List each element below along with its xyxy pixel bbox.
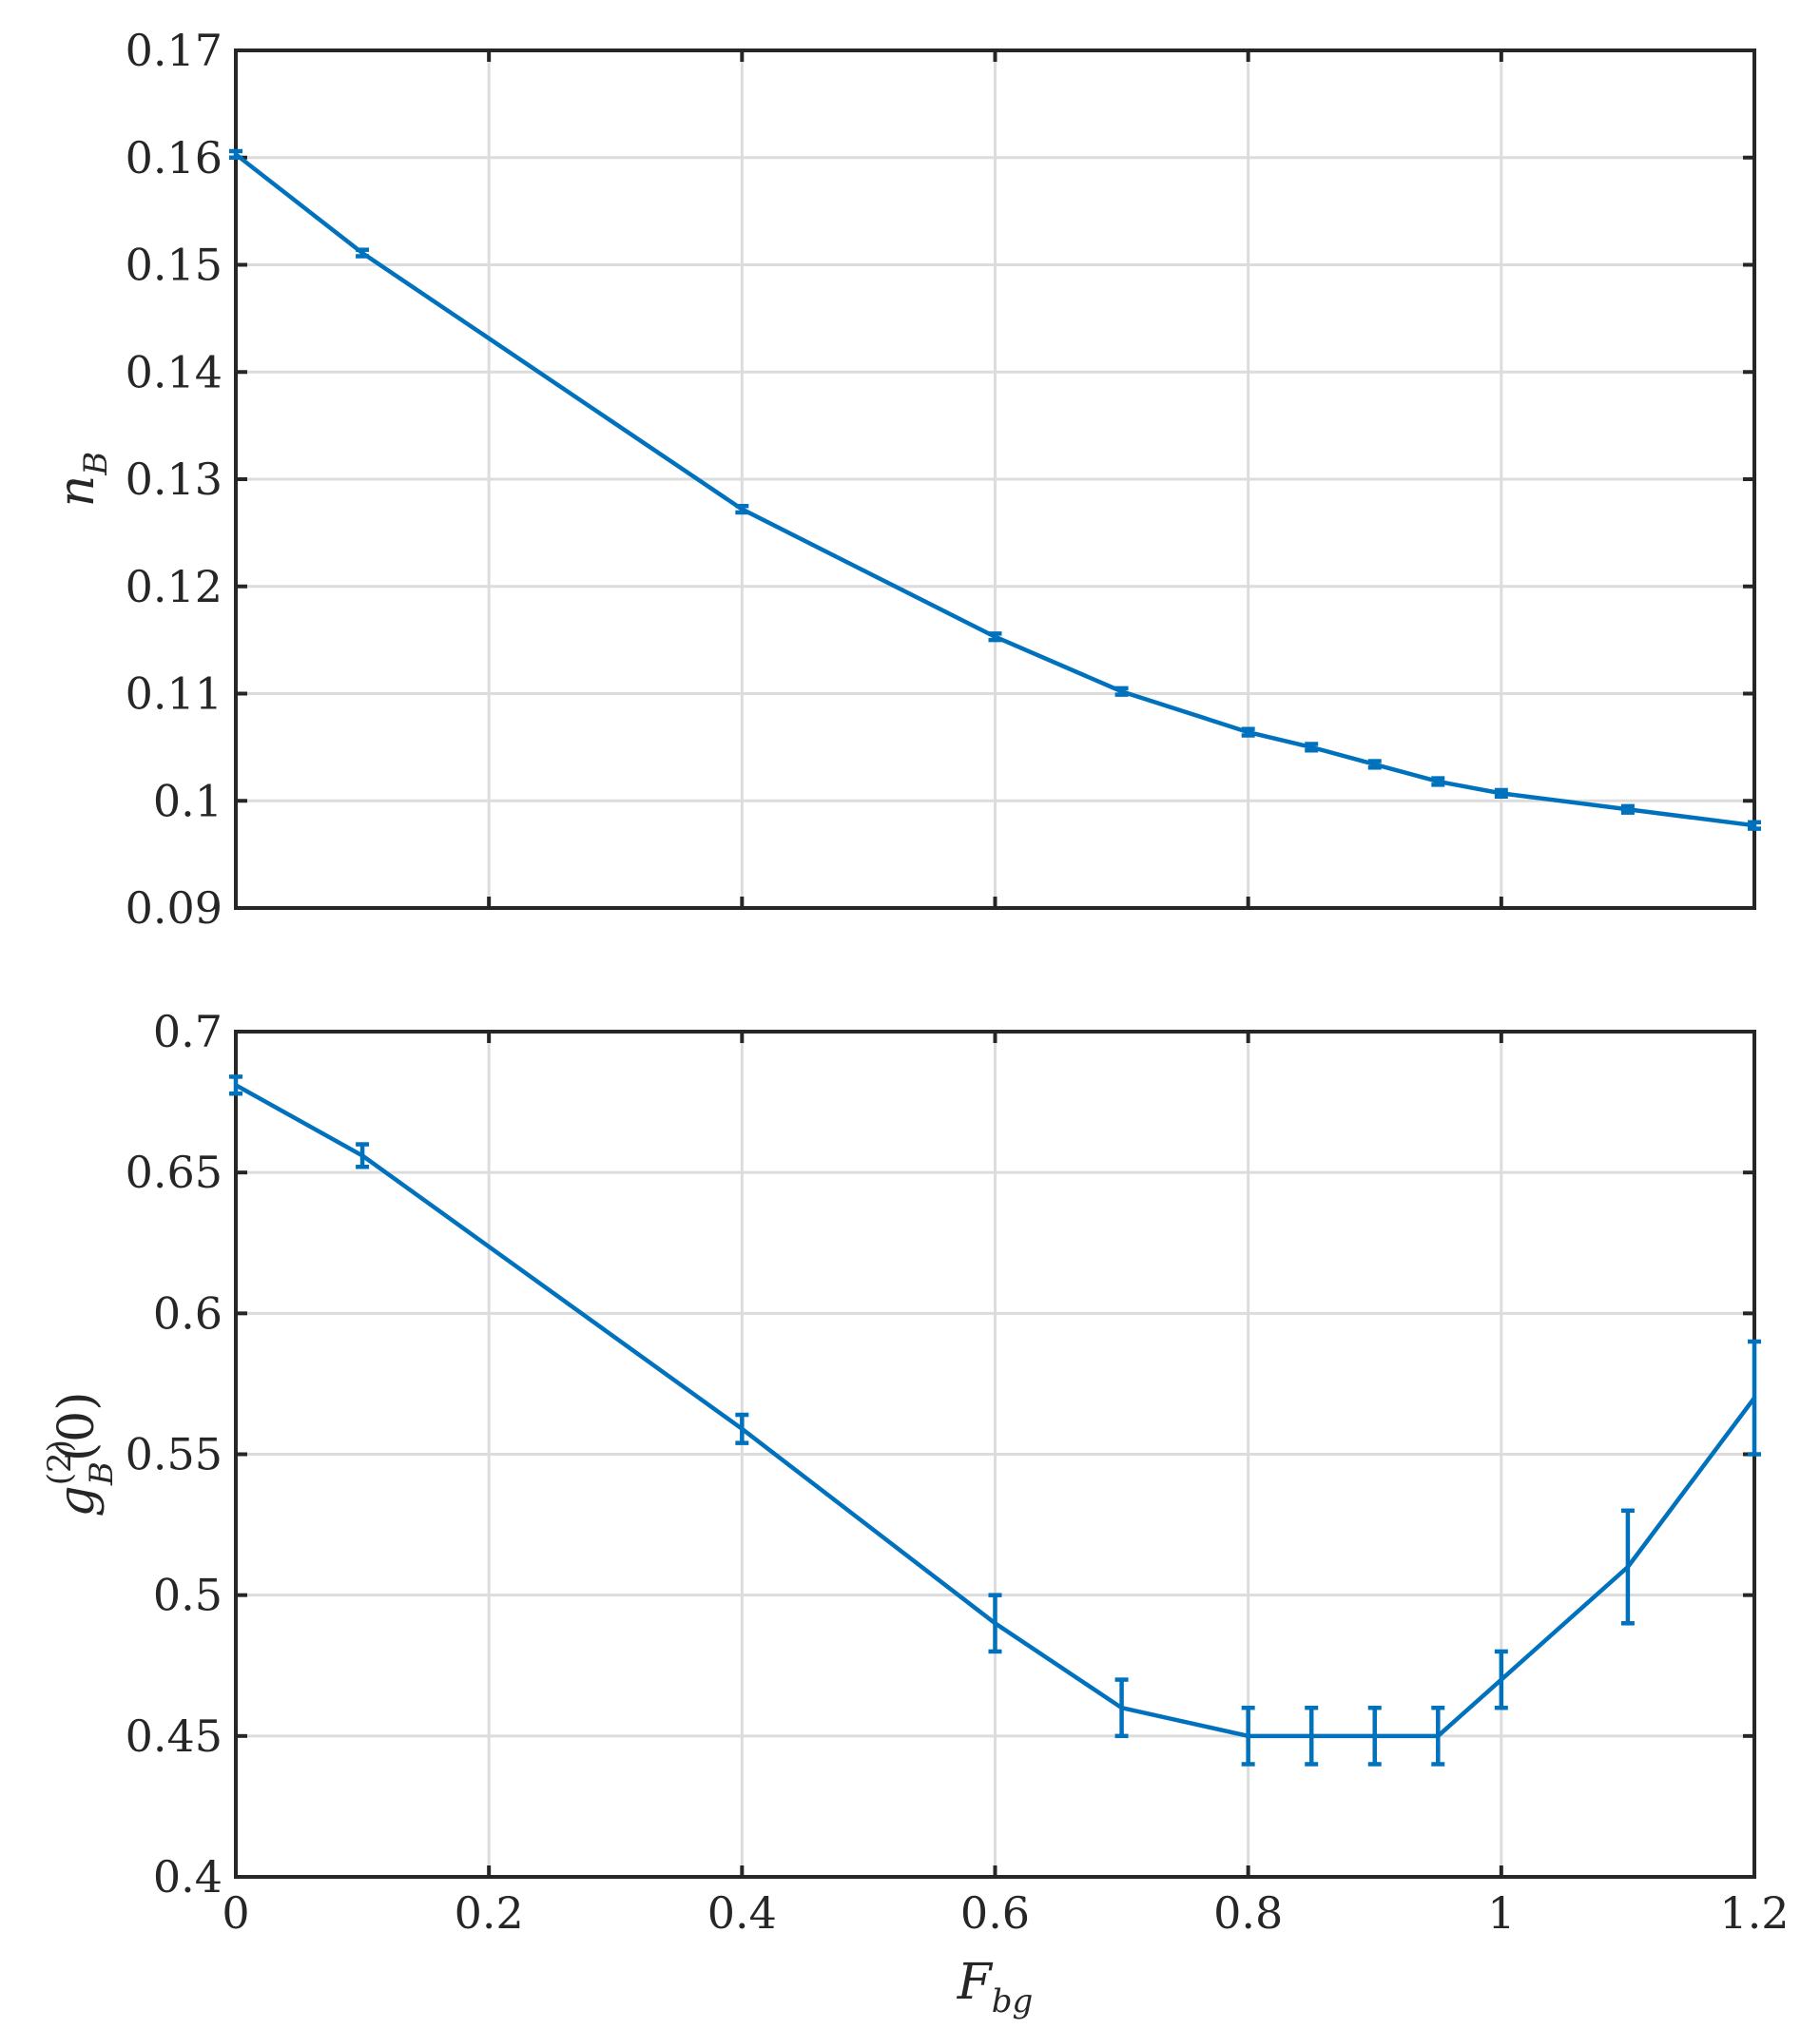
g2-y-tick-label: 0.55 bbox=[126, 1429, 223, 1480]
nb-y-tick-label: 0.15 bbox=[126, 240, 223, 291]
g2-x-tick-label: 0.8 bbox=[1213, 1887, 1283, 1939]
g2-error-bar bbox=[1494, 1649, 1508, 1710]
g2-x-tick-label: 0.2 bbox=[455, 1887, 524, 1939]
nb-error-bar bbox=[1305, 742, 1319, 753]
g2-y-tick-label: 0.65 bbox=[126, 1147, 223, 1198]
g2-error-bar bbox=[1241, 1705, 1255, 1767]
nb-y-tick-label: 0.11 bbox=[126, 668, 223, 720]
g2-y-tick-label: 0.6 bbox=[153, 1287, 223, 1339]
g2-error-bar bbox=[229, 1074, 242, 1096]
g2-y-tick-label: 0.7 bbox=[153, 1006, 223, 1057]
nb-y-tick-label: 0.13 bbox=[126, 454, 223, 505]
g2-error-bar bbox=[1305, 1705, 1319, 1767]
g2-y-tick-label: 0.4 bbox=[153, 1851, 223, 1903]
nb-error-bar bbox=[1241, 726, 1255, 738]
g2-error-bar bbox=[735, 1412, 749, 1445]
g2-error-bar bbox=[1114, 1677, 1129, 1739]
g2-x-tick-label: 0.6 bbox=[960, 1887, 1030, 1939]
chart-panel-nb: 0.09 0.1 0.11 0.12 0.13 0.14 0.15 0.16 0.17 nB bbox=[48, 25, 1761, 934]
g2-y-tick-label: 0.45 bbox=[126, 1710, 223, 1762]
nb-error-bar bbox=[988, 631, 1002, 643]
g2-error-bar bbox=[1620, 1508, 1635, 1626]
nb-y-tick-label: 0.14 bbox=[126, 346, 223, 397]
g2-x-tick-label: 1 bbox=[1487, 1887, 1515, 1939]
nb-error-bar bbox=[1114, 686, 1129, 697]
nb-error-bar bbox=[1494, 787, 1508, 799]
nb-series-line bbox=[234, 152, 1755, 828]
g2-x-tick-label: 0.4 bbox=[707, 1887, 777, 1939]
g2-series-line bbox=[234, 1083, 1756, 1739]
chart-panel-g2: 0.4 0.45 0.5 0.55 0.6 0.65 0.7 0 0.2 0.4 0.6 0.8 1 1.… bbox=[41, 1006, 1790, 2020]
nb-error-bar bbox=[1748, 820, 1761, 831]
g2-error-bar bbox=[1748, 1339, 1761, 1457]
nb-error-bar bbox=[356, 247, 370, 259]
nb-y-tick-label: 0.1 bbox=[153, 775, 223, 826]
nb-error-bar bbox=[1431, 776, 1445, 787]
g2-error-bar bbox=[1367, 1705, 1382, 1767]
g2-x-axis-label: Fbg bbox=[957, 1954, 1034, 2020]
nb-error-bar bbox=[1620, 803, 1635, 815]
nb-y-axis-label: nB bbox=[48, 452, 115, 508]
g2-error-bar bbox=[356, 1142, 370, 1169]
nb-error-bar bbox=[735, 503, 749, 515]
nb-y-tick-label: 0.16 bbox=[126, 132, 223, 184]
g2-error-bar bbox=[988, 1593, 1002, 1654]
g2-error-bar bbox=[1431, 1705, 1445, 1767]
g2-y-tick-label: 0.5 bbox=[153, 1570, 223, 1621]
nb-y-tick-label: 0.17 bbox=[126, 25, 223, 76]
g2-y-axis-label: g(2) B(0) bbox=[41, 1391, 121, 1517]
nb-error-bar bbox=[229, 148, 242, 160]
g2-x-tick-label: 1.2 bbox=[1719, 1887, 1789, 1939]
g2-x-tick-label: 0 bbox=[222, 1887, 249, 1939]
nb-y-tick-label: 0.12 bbox=[126, 561, 223, 612]
nb-y-tick-label: 0.09 bbox=[126, 882, 223, 934]
nb-error-bar bbox=[1367, 759, 1382, 770]
